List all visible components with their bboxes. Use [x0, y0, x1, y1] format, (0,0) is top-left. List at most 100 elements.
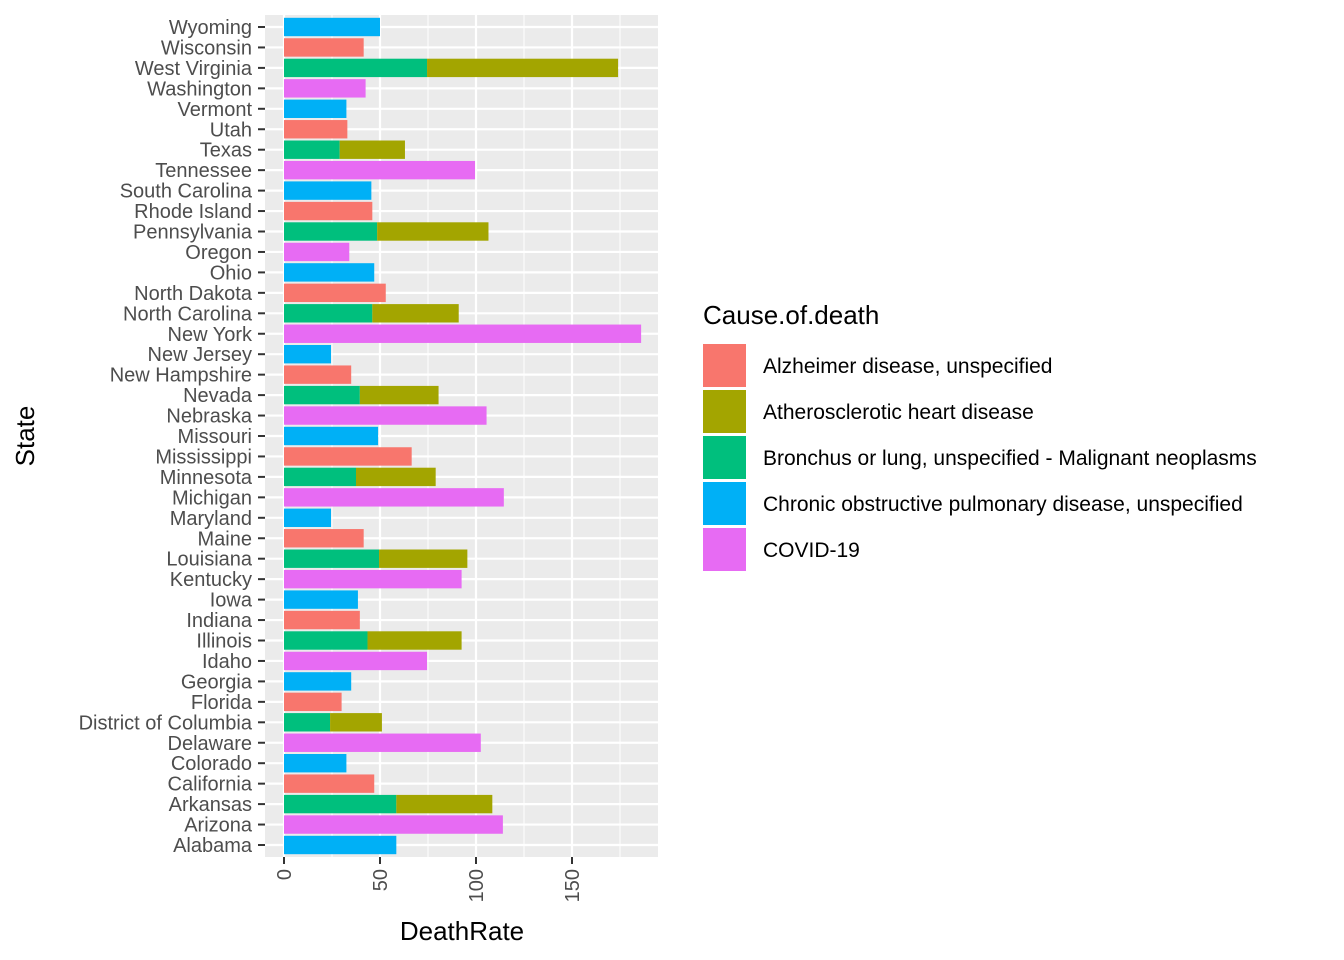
y-tick-label: Ohio — [210, 262, 252, 284]
bar-segment — [284, 651, 428, 671]
x-tick-label: 50 — [370, 869, 392, 891]
bar-segment — [284, 610, 360, 630]
bar-segment — [284, 569, 462, 589]
y-tick-label: District of Columbia — [79, 712, 253, 734]
bar-segment — [284, 672, 352, 691]
bar-segment — [284, 242, 350, 262]
bar-segment — [367, 631, 462, 650]
bar-segment — [284, 467, 356, 487]
bar-segment — [284, 365, 352, 384]
x-tick-label: 150 — [562, 869, 584, 902]
bar-segment — [356, 467, 436, 487]
bar-segment — [284, 692, 342, 712]
bar-segment — [284, 713, 331, 732]
bar-segment — [284, 120, 348, 139]
bar-segment — [330, 713, 382, 732]
legend-label: Atherosclerotic heart disease — [763, 401, 1034, 424]
y-tick-label: Alabama — [173, 835, 253, 857]
y-tick-label: Maine — [198, 528, 252, 550]
y-tick-label: North Carolina — [123, 303, 253, 325]
bar-segment — [284, 631, 368, 650]
bar-segment — [284, 304, 373, 323]
y-tick-label: West Virginia — [135, 58, 253, 80]
y-tick-label: Arkansas — [169, 794, 252, 816]
bar-segment — [284, 38, 364, 57]
legend-label: Alzheimer disease, unspecified — [763, 355, 1053, 378]
y-tick-label: North Dakota — [134, 283, 253, 305]
bar-segment — [284, 447, 412, 466]
bar-segment — [284, 733, 481, 752]
y-axis-title: State — [10, 406, 40, 467]
bar-segment — [284, 774, 375, 793]
y-tick-label: Illinois — [196, 631, 252, 653]
legend-key — [703, 528, 746, 571]
y-tick-label: Nebraska — [166, 406, 252, 428]
y-tick-label: Texas — [200, 140, 252, 162]
x-axis: 0 50 100 150 — [274, 857, 584, 902]
bar-segment — [284, 835, 397, 855]
y-tick-label: New Hampshire — [110, 365, 252, 387]
legend-label: COVID-19 — [763, 539, 860, 562]
y-tick-label: South Carolina — [120, 181, 253, 203]
y-tick-label: Tennessee — [155, 160, 252, 182]
bar-segment — [284, 754, 347, 773]
bar-segment — [339, 140, 405, 159]
bar-segment — [427, 58, 619, 78]
bar-segment — [284, 17, 380, 37]
bar-segment — [377, 222, 489, 241]
legend-key — [703, 344, 746, 387]
bar-segment — [284, 263, 375, 282]
y-tick-label: Iowa — [210, 590, 253, 612]
y-axis: AlabamaArizonaArkansasCaliforniaColorado… — [79, 17, 265, 857]
bar-segment — [396, 794, 493, 814]
y-tick-label: Arizona — [184, 815, 253, 837]
bar-segment — [284, 324, 642, 343]
bar-segment — [284, 488, 504, 507]
legend: Cause.of.death Alzheimer disease, unspec… — [703, 300, 1257, 571]
bar-segment — [284, 181, 372, 200]
y-tick-label: California — [168, 774, 253, 796]
y-tick-label: Washington — [147, 78, 252, 100]
bar-segment — [359, 385, 439, 405]
bar-segment — [372, 304, 459, 323]
x-axis-title: DeathRate — [400, 916, 524, 946]
y-tick-label: Wisconsin — [161, 37, 252, 59]
legend-key — [703, 390, 746, 433]
y-tick-label: Delaware — [168, 733, 252, 755]
y-tick-label: Wyoming — [169, 17, 252, 39]
y-tick-label: Mississippi — [155, 446, 252, 468]
bar-segment — [284, 160, 476, 180]
bar-segment — [284, 549, 380, 568]
bar-segment — [284, 58, 428, 78]
y-tick-label: Oregon — [185, 242, 252, 264]
y-tick-label: Utah — [210, 119, 252, 141]
y-tick-label: Indiana — [186, 610, 252, 632]
y-tick-label: Rhode Island — [134, 201, 252, 223]
x-tick-label: 100 — [466, 869, 488, 902]
y-tick-label: Colorado — [171, 753, 252, 775]
bar-segment — [284, 815, 503, 834]
y-tick-label: Maryland — [170, 508, 252, 530]
bar-segment — [284, 794, 397, 814]
bar-segment — [284, 222, 378, 241]
bar-segment — [284, 201, 373, 221]
y-tick-label: New Jersey — [148, 344, 252, 366]
legend-label: Bronchus or lung, unspecified - Malignan… — [763, 447, 1257, 470]
bar-segment — [284, 508, 332, 527]
y-tick-label: Idaho — [202, 651, 252, 673]
y-tick-label: Pennsylvania — [133, 222, 253, 244]
y-tick-label: Georgia — [181, 671, 253, 693]
bar-segment — [284, 99, 347, 118]
bar-segment — [284, 385, 360, 405]
bar-segment — [284, 140, 340, 159]
x-tick-label: 0 — [274, 869, 296, 880]
bar-segment — [284, 406, 487, 425]
bar-segment — [379, 549, 468, 568]
y-tick-label: Florida — [191, 692, 253, 714]
bar-segment — [284, 345, 332, 364]
y-tick-label: Nevada — [183, 385, 253, 407]
bar-segment — [284, 283, 386, 303]
bar-segment — [284, 529, 364, 548]
y-tick-label: Minnesota — [160, 467, 253, 489]
